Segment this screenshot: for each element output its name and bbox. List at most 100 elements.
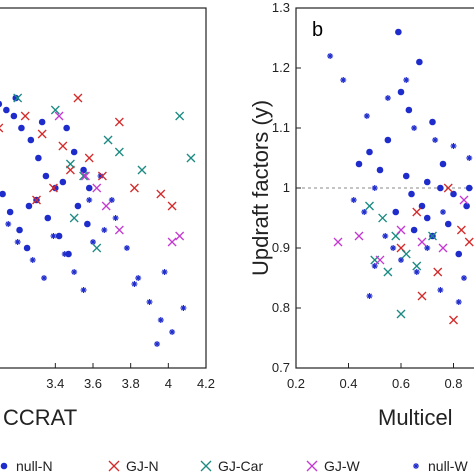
data-point-null-W-7	[450, 143, 457, 149]
data-point-null-N-25	[38, 118, 46, 126]
legend-label: null-N	[16, 458, 53, 474]
data-point-GJ-W-2	[375, 255, 385, 265]
data-point-null-N-16	[55, 232, 63, 240]
panel-b-y-ticks: 0.7 0.8 0.9 1 1.1 1.2 1.3	[272, 0, 301, 375]
data-point-null-W-11	[101, 227, 108, 233]
panel-a-points	[0, 93, 196, 347]
y-tick-label: 1	[283, 180, 290, 195]
data-point-null-W-6	[432, 137, 439, 143]
data-point-GJ-W-3	[114, 225, 124, 235]
data-point-null-N-18	[74, 202, 82, 210]
data-point-null-N-12	[16, 226, 23, 234]
data-point-GJ-N-10	[167, 201, 177, 211]
data-point-GJ-N-12	[48, 183, 58, 193]
data-point-GJ-W-5	[175, 231, 185, 241]
data-point-null-N-24	[465, 184, 473, 192]
data-point-null-W-13	[398, 257, 404, 263]
y-tick-label: 1.1	[272, 120, 290, 135]
data-point-null-W-15	[437, 287, 444, 293]
data-point-GJ-Car-1	[378, 213, 388, 223]
data-point-GJ-Car-6	[114, 147, 124, 157]
data-point-null-W-8	[71, 269, 78, 275]
data-point-null-N-28	[25, 202, 33, 210]
data-point-GJ-N-8	[417, 291, 427, 301]
data-point-null-W-7	[61, 251, 68, 257]
data-point-null-W-4	[403, 77, 410, 83]
data-point-null-N-15	[44, 214, 52, 222]
data-point-null-W-17	[366, 293, 373, 299]
data-point-GJ-N-1	[412, 207, 422, 217]
data-point-GJ-N-11	[449, 315, 458, 325]
data-point-GJ-Car-1	[13, 93, 23, 103]
data-point-null-N-7	[355, 160, 363, 168]
data-point-null-W-20	[424, 245, 431, 251]
data-point-null-N-21	[392, 208, 400, 216]
data-point-null-W-23	[440, 209, 446, 215]
x-tick-label: 0.8	[444, 376, 462, 391]
data-point-GJ-N-0	[0, 123, 4, 133]
data-point-null-W-18	[371, 263, 378, 269]
data-point-null-W-13	[123, 245, 130, 251]
data-point-null-N-13	[463, 202, 470, 210]
data-point-GJ-W-0	[333, 237, 343, 247]
data-point-null-W-14	[135, 275, 142, 281]
data-point-null-W-3	[14, 239, 21, 245]
data-point-null-W-6	[50, 233, 57, 239]
data-point-null-N-21	[70, 148, 78, 156]
data-point-null-N-6	[366, 148, 373, 156]
panel-b-x-axis-title: Multicel	[378, 405, 453, 430]
data-point-null-N-11	[6, 208, 14, 216]
data-point-GJ-W-0	[54, 111, 64, 121]
x-tick-label: 4	[165, 376, 172, 391]
data-point-GJ-W-3	[396, 225, 406, 235]
x-tick-label: 4.2	[197, 376, 215, 391]
legend-marker-null-N	[0, 462, 8, 470]
data-point-null-N-25	[439, 160, 447, 168]
data-point-GJ-Car-4	[79, 171, 89, 181]
data-point-null-N-23	[455, 250, 463, 258]
legend-item-GJ-Car: GJ-Car	[200, 458, 263, 474]
data-point-null-N-20	[63, 124, 70, 132]
data-point-null-N-9	[402, 172, 410, 180]
data-point-GJ-N-7	[464, 237, 474, 247]
data-point-null-N-5	[384, 136, 392, 144]
data-point-GJ-Car-3	[401, 249, 411, 259]
legend-item-null-N: null-N	[0, 458, 53, 474]
data-point-null-W-24	[154, 341, 161, 347]
data-point-GJ-W-1	[92, 183, 102, 193]
x-tick-label: 0.2	[287, 376, 305, 391]
data-point-null-W-18	[180, 305, 187, 311]
data-point-null-W-12	[112, 215, 119, 221]
data-point-GJ-N-6	[97, 171, 107, 181]
legend: null-N GJ-N GJ-Car GJ-W null-W	[0, 458, 468, 474]
data-point-GJ-W-5	[438, 243, 448, 253]
x-tick-label: 3.8	[122, 376, 140, 391]
data-point-null-N-4	[27, 136, 35, 144]
data-point-GJ-Car-3	[65, 159, 75, 169]
data-point-GJ-Car-0	[365, 201, 374, 211]
data-point-GJ-N-2	[37, 129, 47, 139]
data-point-null-N-17	[410, 226, 418, 234]
data-point-GJ-N-13	[32, 195, 41, 205]
data-point-null-W-12	[382, 233, 389, 239]
data-point-GJ-Car-5	[383, 267, 393, 277]
data-point-GJ-Car-7	[137, 165, 147, 175]
data-point-null-N-10	[0, 190, 6, 198]
data-point-null-N-0	[0, 100, 3, 108]
data-point-null-N-3	[405, 106, 413, 114]
panel-b-letter: b	[312, 19, 323, 41]
data-point-null-W-20	[108, 197, 115, 203]
legend-marker-GJ-W	[306, 460, 318, 472]
data-point-null-N-7	[52, 184, 59, 192]
data-point-null-W-9	[80, 287, 87, 293]
data-point-null-W-2	[363, 113, 370, 119]
panel-b: 0.2 0.4 0.6 0.8 0.7 0.8 0.9 1 1.1 1.2 1.3 b Updra…	[248, 0, 474, 430]
data-point-null-W-5	[41, 275, 48, 281]
legend-marker-GJ-Car	[200, 460, 212, 472]
data-point-null-N-1	[3, 106, 10, 114]
data-point-null-W-19	[390, 245, 397, 251]
data-point-null-W-4	[29, 257, 36, 263]
legend-label: GJ-Car	[218, 458, 263, 474]
data-point-null-N-16	[444, 220, 452, 228]
